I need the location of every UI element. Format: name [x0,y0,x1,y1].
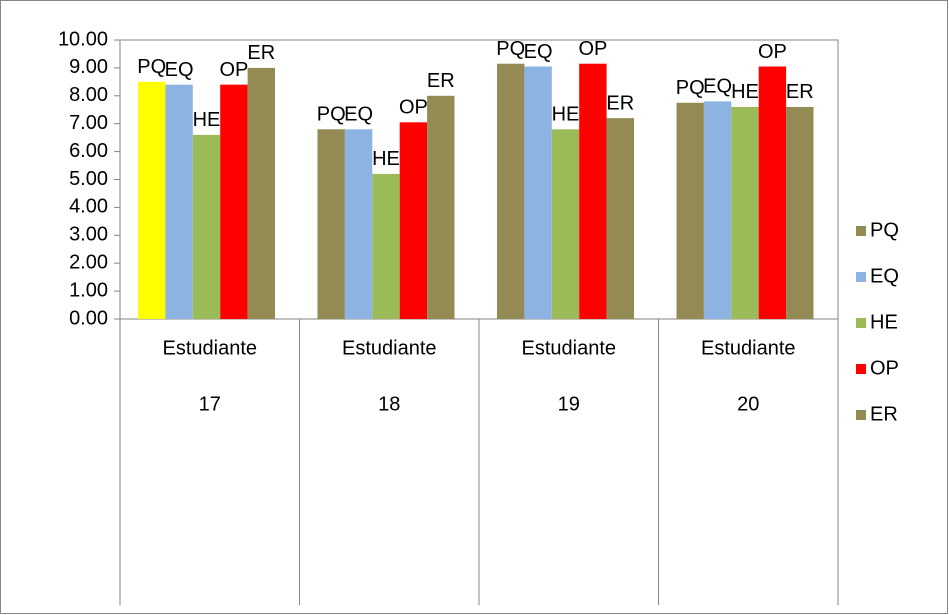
y-tick-label: 0.00 [69,307,108,329]
y-tick-label: 10.00 [58,28,108,50]
legend-swatch [856,272,866,282]
bar [247,67,275,320]
legend-label: ER [870,403,898,425]
data-label: OP [578,38,607,60]
bar [786,106,814,320]
data-label: HE [372,148,400,170]
legend-label: HE [870,311,898,333]
y-tick-label: 4.00 [69,196,108,218]
bar [606,118,634,320]
x-tick-label: Estudiante [701,337,796,359]
legend-label: OP [870,357,899,379]
bar [524,66,552,319]
bar [317,129,345,319]
legend-swatch [856,226,866,236]
y-tick-label: 5.00 [69,168,108,190]
y-tick-label: 8.00 [69,84,108,106]
bar [192,134,221,319]
x-tick-label: 18 [378,393,400,415]
data-label: PQ [676,77,705,99]
legend-label: EQ [870,265,899,287]
bar [220,84,248,319]
y-tick-label: 9.00 [69,56,108,78]
x-tick-label: 17 [199,393,221,415]
x-tick-label: 20 [737,393,759,415]
data-label: EQ [524,41,553,63]
y-tick-label: 6.00 [69,140,108,162]
x-tick-label: Estudiante [342,337,437,359]
data-label: HE [193,109,221,131]
data-label: ER [786,81,814,103]
x-tick-label: 19 [558,393,580,415]
data-label: ER [247,42,275,64]
data-label: OP [219,59,248,81]
bar [703,101,732,319]
y-tick-label: 2.00 [69,251,108,273]
legend-swatch [856,364,866,374]
legend-label: PQ [870,219,899,241]
bar [344,129,373,319]
data-label: EQ [344,104,373,126]
bar [551,129,580,319]
y-tick-label: 3.00 [69,224,108,246]
bar [731,106,759,320]
bar [579,63,607,320]
y-tick-label: 1.00 [69,279,108,301]
data-label: OP [758,41,787,63]
bar [676,102,704,320]
bar [399,122,428,320]
data-label: EQ [165,59,194,81]
bar [372,173,400,319]
y-tick-label: 7.00 [69,112,108,134]
data-label: ER [606,92,634,114]
bar [497,63,525,320]
data-label: ER [427,70,455,92]
bar [427,95,455,319]
x-tick-label: Estudiante [162,337,257,359]
data-label: OP [399,97,428,119]
bar [758,66,787,319]
data-label: PQ [137,56,166,78]
data-label: PQ [496,38,525,60]
legend-swatch [856,318,866,328]
legend-swatch [856,410,866,420]
bar [165,84,193,319]
x-tick-label: Estudiante [521,337,616,359]
bar [138,81,166,319]
data-label: PQ [317,104,346,126]
data-label: HE [552,104,580,126]
data-label: HE [731,81,759,103]
data-label: EQ [703,76,732,98]
